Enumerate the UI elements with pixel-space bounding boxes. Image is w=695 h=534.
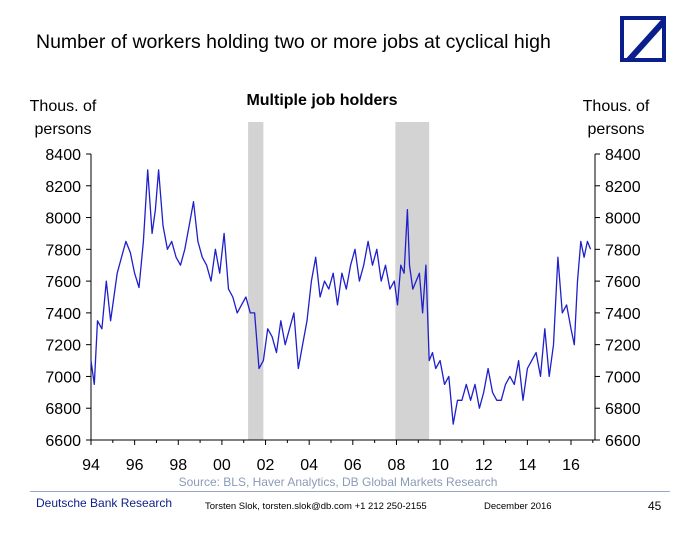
y-tick-label-left: 8200 <box>45 179 81 196</box>
x-tick-label: 96 <box>126 457 144 474</box>
x-tick-label: 04 <box>300 457 318 474</box>
y-tick-label-right: 6800 <box>605 401 641 418</box>
deutsche-bank-logo-icon <box>620 16 666 62</box>
x-tick-label: 10 <box>431 457 449 474</box>
y-tick-label-right: 6600 <box>605 433 641 450</box>
y-tick-label-right: 7200 <box>605 338 641 355</box>
y-tick-label-right: 7400 <box>605 306 641 323</box>
x-tick-label: 94 <box>82 457 100 474</box>
chart-title: Multiple job holders <box>246 92 397 109</box>
y-tick-label-right: 8400 <box>605 147 641 164</box>
y-tick-label-left: 7800 <box>45 242 81 259</box>
y-tick-label-left: 7600 <box>45 274 81 291</box>
footer-brand: Deutsche Bank Research <box>36 496 173 510</box>
chart-source: Source: BLS, Haver Analytics, DB Global … <box>179 475 498 489</box>
y-tick-label-left: 7000 <box>45 369 81 386</box>
x-tick-label: 14 <box>518 457 536 474</box>
footer-date: December 2016 <box>484 501 552 512</box>
page-number: 45 <box>648 499 662 513</box>
x-tick-label: 12 <box>475 457 493 474</box>
footer-author-contact: Torsten Slok, torsten.slok@db.com +1 212… <box>205 501 427 512</box>
x-tick-label: 00 <box>213 457 231 474</box>
y-axis-left-label: Thous. of persons <box>30 98 97 138</box>
y-tick-label-right: 8000 <box>605 211 641 228</box>
x-tick-label: 06 <box>344 457 362 474</box>
x-tick-label: 16 <box>562 457 580 474</box>
y-tick-label-left: 7400 <box>45 306 81 323</box>
y-tick-label-left: 8000 <box>45 211 81 228</box>
y-tick-label-left: 7200 <box>45 338 81 355</box>
x-tick-label: 08 <box>388 457 406 474</box>
y-tick-label-right: 7000 <box>605 369 641 386</box>
x-tick-label: 02 <box>257 457 275 474</box>
series-line-1 <box>90 169 592 425</box>
footer-divider <box>30 491 670 492</box>
slide-title: Number of workers holding two or more jo… <box>36 31 551 53</box>
y-axis-right-label: Thous. of persons <box>583 98 650 138</box>
y-tick-label-left: 6600 <box>45 433 81 450</box>
y-tick-label-right: 7800 <box>605 242 641 259</box>
y-tick-label-right: 8200 <box>605 179 641 196</box>
y-tick-label-left: 6800 <box>45 401 81 418</box>
y-tick-label-left: 8400 <box>45 147 81 164</box>
recession-band-1 <box>248 122 264 440</box>
x-tick-label: 98 <box>169 457 187 474</box>
y-tick-label-right: 7600 <box>605 274 641 291</box>
